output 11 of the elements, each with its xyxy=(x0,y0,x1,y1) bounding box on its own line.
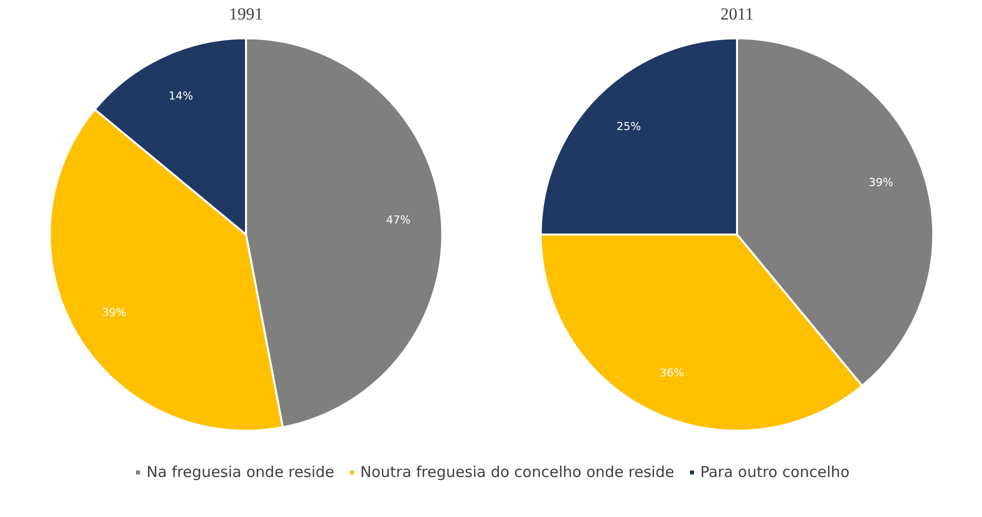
legend-label: Noutra freguesia do concelho onde reside xyxy=(360,462,674,480)
slice-label: 1991 xyxy=(229,4,263,24)
data-label: 25% xyxy=(616,120,641,133)
legend-label: Para outro concelho xyxy=(700,462,850,480)
slice-label: 2011 xyxy=(720,4,754,24)
data-label: 39% xyxy=(102,306,126,319)
legend-label: Na freguesia onde reside xyxy=(146,462,334,480)
data-label: 47% xyxy=(386,214,411,227)
data-label: 14% xyxy=(168,89,194,102)
data-label: 39% xyxy=(868,176,894,190)
data-label: 36% xyxy=(660,366,684,380)
